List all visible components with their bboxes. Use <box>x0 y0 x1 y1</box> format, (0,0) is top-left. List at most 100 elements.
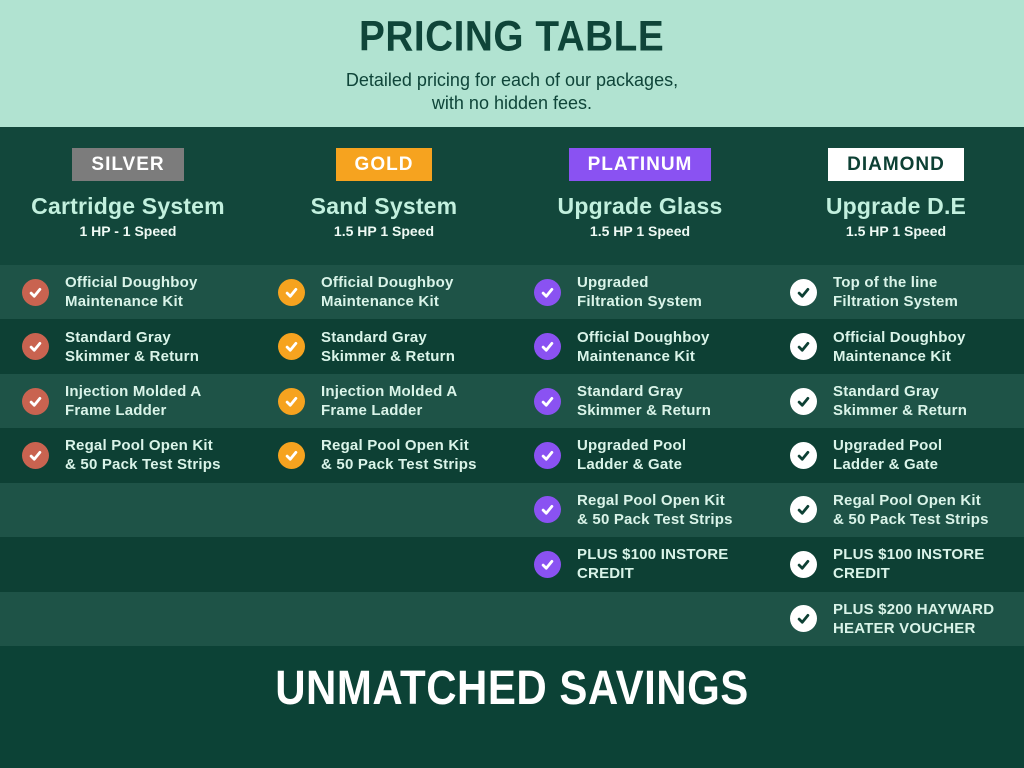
check-icon <box>534 496 561 524</box>
feature-cell <box>0 592 256 646</box>
feature-label: Official Doughboy Maintenance Kit <box>65 274 198 311</box>
feature-cell: PLUS $100 INSTORE CREDIT <box>768 537 1024 591</box>
feature-label: Regal Pool Open Kit & 50 Pack Test Strip… <box>577 491 733 528</box>
feature-label: Standard Gray Skimmer & Return <box>833 383 968 420</box>
feature-cell <box>0 537 256 591</box>
tier-header-gold: GOLD Sand System 1.5 HP 1 Speed <box>256 127 512 265</box>
feature-cell: Upgraded Filtration System <box>512 265 768 319</box>
feature-cell: Regal Pool Open Kit & 50 Pack Test Strip… <box>256 428 512 482</box>
feature-label: Official Doughboy Maintenance Kit <box>577 328 710 365</box>
feature-row-1: Official Doughboy Maintenance Kit Offici… <box>0 265 1024 320</box>
feature-cell: Official Doughboy Maintenance Kit <box>0 265 256 319</box>
check-icon <box>790 605 817 633</box>
feature-row-4: Regal Pool Open Kit & 50 Pack Test Strip… <box>0 428 1024 483</box>
feature-row-3: Injection Molded A Frame Ladder Injectio… <box>0 373 1024 429</box>
tier-badge-diamond: DIAMOND <box>828 148 964 181</box>
feature-cell <box>256 537 512 591</box>
check-icon <box>790 441 817 469</box>
savings-banner-title: UNMATCHED SAVINGS <box>275 660 749 715</box>
feature-cell <box>512 592 768 646</box>
tier-header-silver: SILVER Cartridge System 1 HP - 1 Speed <box>0 127 256 265</box>
tier-title: Upgrade Glass <box>557 193 723 219</box>
feature-label: Top of the line Filtration System <box>833 274 959 311</box>
check-icon <box>278 441 305 469</box>
feature-cell: Official Doughboy Maintenance Kit <box>768 319 1024 373</box>
check-icon <box>790 496 817 524</box>
feature-cell: Injection Molded A Frame Ladder <box>256 374 512 428</box>
tier-title: Sand System <box>310 193 458 219</box>
tier-title: Upgrade D.E <box>825 193 967 219</box>
feature-cell <box>256 483 512 537</box>
check-icon <box>534 441 561 469</box>
page-subtitle: Detailed pricing for each of our package… <box>345 70 679 113</box>
feature-label: Upgraded Pool Ladder & Gate <box>833 437 943 474</box>
feature-label: Standard Gray Skimmer & Return <box>577 383 712 420</box>
feature-cell: Official Doughboy Maintenance Kit <box>512 319 768 373</box>
feature-cell: PLUS $200 HAYWARD HEATER VOUCHER <box>768 592 1024 646</box>
feature-row-7: PLUS $200 HAYWARD HEATER VOUCHER <box>0 591 1024 646</box>
tier-subtitle: 1.5 HP 1 Speed <box>845 223 947 239</box>
tier-title: Cartridge System <box>31 193 225 219</box>
feature-cell <box>0 483 256 537</box>
check-icon <box>790 550 817 578</box>
feature-label: PLUS $100 INSTORE CREDIT <box>833 546 985 583</box>
check-icon <box>534 387 561 415</box>
tier-badge-silver: SILVER <box>72 148 184 181</box>
check-icon <box>278 278 305 306</box>
feature-row-6: PLUS $100 INSTORE CREDIT PLUS $100 INSTO… <box>0 537 1024 592</box>
tier-header-diamond: DIAMOND Upgrade D.E 1.5 HP 1 Speed <box>768 127 1024 265</box>
feature-label: Official Doughboy Maintenance Kit <box>833 328 966 365</box>
feature-label: Standard Gray Skimmer & Return <box>65 328 200 365</box>
pricing-table: SILVER Cartridge System 1 HP - 1 Speed G… <box>0 127 1024 646</box>
tier-badge-gold: GOLD <box>335 148 433 181</box>
check-icon <box>534 333 561 361</box>
feature-cell: Regal Pool Open Kit & 50 Pack Test Strip… <box>0 428 256 482</box>
tier-badge-platinum: PLATINUM <box>568 148 712 181</box>
feature-cell: Standard Gray Skimmer & Return <box>0 319 256 373</box>
feature-label: Regal Pool Open Kit & 50 Pack Test Strip… <box>833 491 989 528</box>
feature-row-5: Regal Pool Open Kit & 50 Pack Test Strip… <box>0 482 1024 538</box>
feature-cell: Regal Pool Open Kit & 50 Pack Test Strip… <box>512 483 768 537</box>
check-icon <box>22 441 49 469</box>
check-icon <box>790 278 817 306</box>
feature-cell: Standard Gray Skimmer & Return <box>512 374 768 428</box>
feature-cell: Standard Gray Skimmer & Return <box>768 374 1024 428</box>
feature-label: Injection Molded A Frame Ladder <box>321 383 458 420</box>
tier-header-band: SILVER Cartridge System 1 HP - 1 Speed G… <box>0 127 1024 265</box>
feature-cell: Upgraded Pool Ladder & Gate <box>512 428 768 482</box>
savings-banner: UNMATCHED SAVINGS <box>0 646 1024 768</box>
feature-cell: Injection Molded A Frame Ladder <box>0 374 256 428</box>
check-icon <box>790 333 817 361</box>
feature-cell: PLUS $100 INSTORE CREDIT <box>512 537 768 591</box>
feature-rows: Official Doughboy Maintenance Kit Offici… <box>0 265 1024 646</box>
check-icon <box>534 278 561 306</box>
tier-subtitle: 1.5 HP 1 Speed <box>589 223 691 239</box>
feature-cell: Standard Gray Skimmer & Return <box>256 319 512 373</box>
feature-label: Standard Gray Skimmer & Return <box>321 328 456 365</box>
feature-cell: Upgraded Pool Ladder & Gate <box>768 428 1024 482</box>
check-icon <box>278 333 305 361</box>
check-icon <box>22 387 49 415</box>
tier-header-platinum: PLATINUM Upgrade Glass 1.5 HP 1 Speed <box>512 127 768 265</box>
feature-label: Official Doughboy Maintenance Kit <box>321 274 454 311</box>
check-icon <box>534 550 561 578</box>
page-title: PRICING TABLE <box>359 13 665 61</box>
feature-cell <box>256 592 512 646</box>
check-icon <box>22 333 49 361</box>
feature-cell: Official Doughboy Maintenance Kit <box>256 265 512 319</box>
feature-label: PLUS $100 INSTORE CREDIT <box>577 546 729 583</box>
tier-subtitle: 1 HP - 1 Speed <box>79 223 177 239</box>
feature-label: Injection Molded A Frame Ladder <box>65 383 202 420</box>
feature-label: PLUS $200 HAYWARD HEATER VOUCHER <box>833 600 995 637</box>
feature-label: Regal Pool Open Kit & 50 Pack Test Strip… <box>65 437 221 474</box>
feature-label: Upgraded Pool Ladder & Gate <box>577 437 687 474</box>
feature-cell: Regal Pool Open Kit & 50 Pack Test Strip… <box>768 483 1024 537</box>
feature-label: Regal Pool Open Kit & 50 Pack Test Strip… <box>321 437 477 474</box>
check-icon <box>22 278 49 306</box>
tier-subtitle: 1.5 HP 1 Speed <box>333 223 435 239</box>
check-icon <box>278 387 305 415</box>
feature-label: Upgraded Filtration System <box>577 274 703 311</box>
check-icon <box>790 387 817 415</box>
page-header: PRICING TABLE Detailed pricing for each … <box>0 0 1024 127</box>
feature-cell: Top of the line Filtration System <box>768 265 1024 319</box>
